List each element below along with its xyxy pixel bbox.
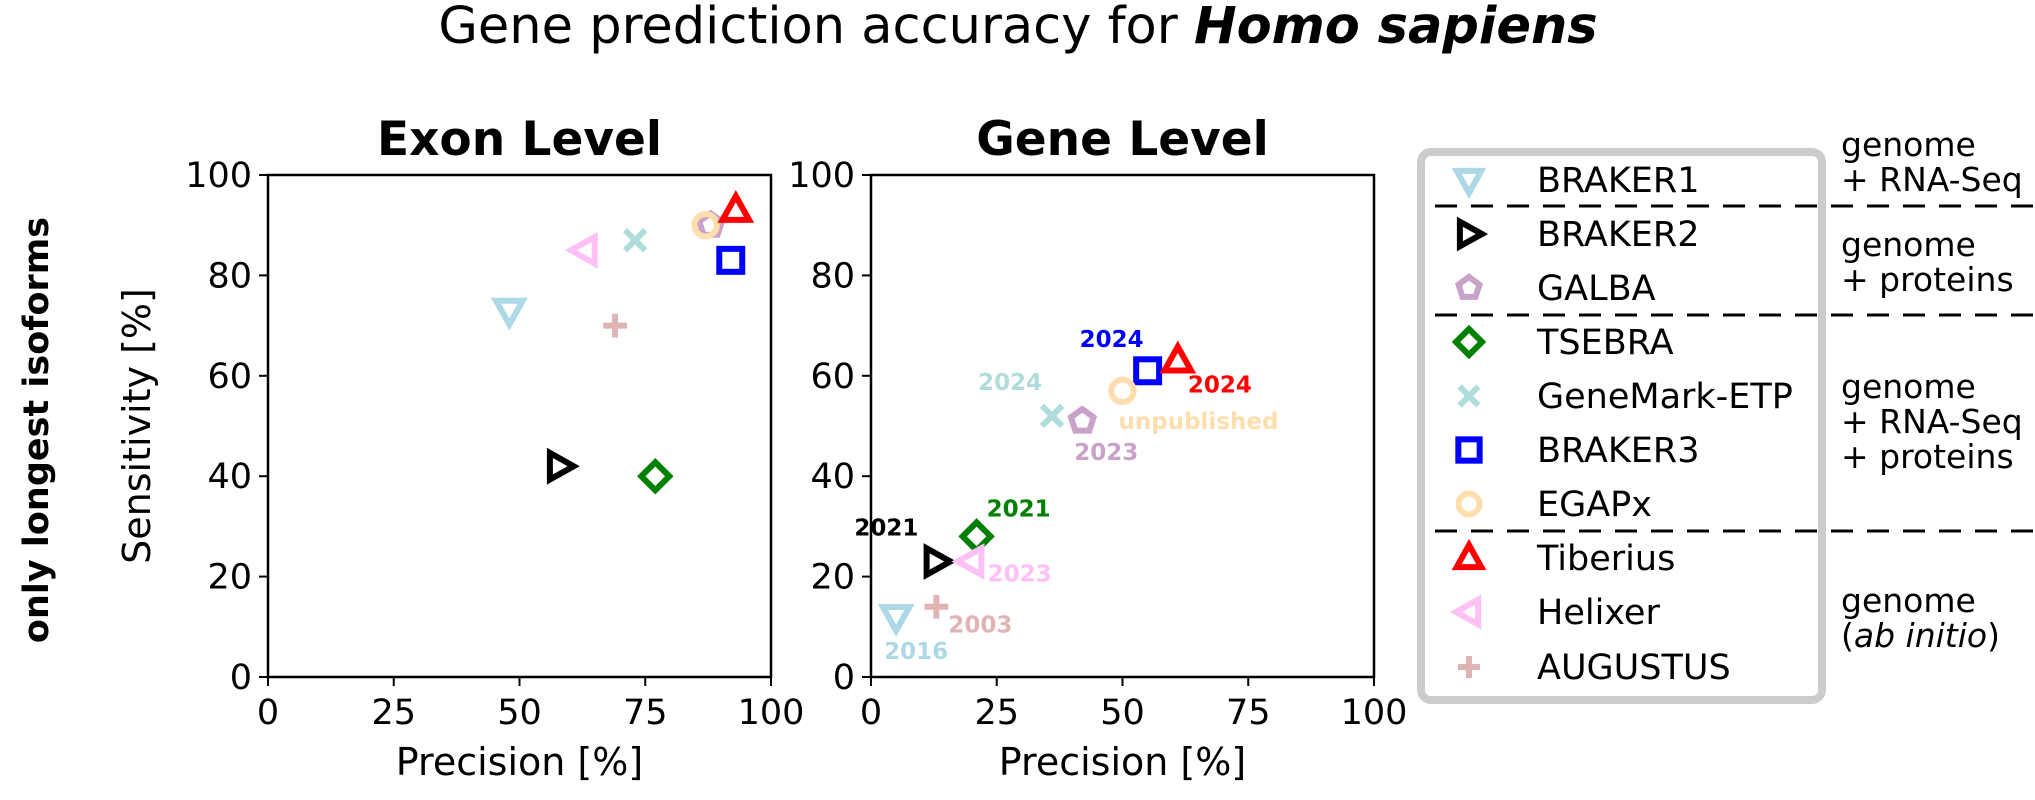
gene-point-label-braker1: 2016 (884, 639, 948, 665)
exon-x-tick-label: 25 (371, 693, 416, 733)
exon-point-helixer (564, 231, 598, 269)
exon-point-augustus (603, 313, 627, 338)
legend-group-3-line: + RNA-Seq (1841, 402, 2023, 441)
gene-y-tick-label: 100 (788, 156, 855, 196)
gene-point-label-galba: 2023 (1074, 440, 1138, 466)
legend-marker-helixer (1449, 594, 1482, 630)
exon-point-egapx (691, 211, 720, 240)
legend-label-braker3: BRAKER3 (1537, 431, 1700, 471)
legend-label-braker1: BRAKER1 (1537, 161, 1700, 201)
legend-label-egapx: EGAPx (1537, 485, 1652, 525)
gene-y-tick-label: 80 (810, 256, 855, 296)
gene-point-augustus (924, 594, 949, 619)
gene-x-tick-label: 75 (1226, 693, 1271, 733)
exon-point-genemark-etp (622, 228, 648, 253)
gene-point-braker1 (877, 604, 915, 637)
legend: BRAKER1 BRAKER2 GALBA TSEBRA GeneMark-ETP BRA… (1417, 125, 2035, 704)
row-label: only longest isoforms (17, 217, 57, 643)
gene-point-egapx (1108, 376, 1137, 406)
legend-group-2-line: + proteins (1841, 260, 2014, 299)
legend-group-4-line: genome (1841, 581, 1976, 620)
legend-group-1-line: genome (1841, 125, 1976, 164)
gene-y-tick-label: 40 (810, 457, 855, 497)
gene-point-braker3 (1133, 356, 1163, 386)
legend-label-augustus: AUGUSTUS (1537, 648, 1731, 688)
figure-title: Gene prediction accuracy for Homo sapien… (438, 0, 1597, 56)
gene-point-label-braker2: 2021 (854, 516, 918, 542)
gene-point-label-tiberius: 2024 (1188, 373, 1252, 399)
legend-group-3-line: genome (1841, 367, 1976, 406)
gene-point-label-braker3: 2024 (1080, 327, 1144, 353)
exon-panel: Exon Level 0 25 50 75 100 0 20 40 60 80 100 Precisio… (115, 112, 804, 784)
exon-panel-title: Exon Level (377, 112, 662, 167)
gene-point-helixer (951, 543, 985, 580)
exon-y-axis-label: Sensitivity [%] (115, 288, 159, 564)
exon-point-braker1 (490, 297, 528, 331)
exon-y-tick-label: 0 (230, 658, 252, 698)
gene-x-axis-label: Precision [%] (999, 740, 1246, 784)
legend-group-4-line: (ab initio) (1841, 616, 2000, 655)
gene-y-tick-label: 20 (810, 558, 855, 598)
legend-marker-braker3 (1455, 436, 1483, 464)
exon-x-tick-label: 75 (623, 693, 668, 733)
gene-point-galba (1067, 405, 1098, 434)
legend-label-helixer: Helixer (1537, 593, 1660, 633)
legend-marker-augustus (1457, 655, 1481, 679)
legend-label-tiberius: Tiberius (1536, 539, 1675, 579)
gene-point-genemark-etp (1039, 403, 1065, 429)
exon-point-tiberius (717, 189, 755, 223)
gene-point-braker2 (923, 543, 957, 580)
gene-point-tiberius (1159, 340, 1197, 374)
figure-title-prefix: Gene prediction accuracy for (438, 0, 1194, 56)
gene-point-tsebra (958, 518, 995, 555)
panels: Exon Level 0 25 50 75 100 0 20 40 60 80 100 Precisio… (115, 112, 1407, 784)
exon-point-braker2 (546, 447, 580, 485)
legend-group-2-line: genome (1841, 225, 1976, 264)
legend-box (1417, 148, 1826, 704)
exon-y-tick-label: 60 (207, 357, 252, 397)
exon-y-tick-label: 40 (207, 457, 252, 497)
legend-group-1-line: + RNA-Seq (1841, 160, 2023, 199)
legend-marker-genemark-etp (1457, 384, 1481, 408)
legend-marker-tsebra (1451, 324, 1487, 360)
exon-x-tick-label: 50 (497, 693, 542, 733)
exon-plot-frame (266, 173, 773, 679)
gene-point-label-augustus: 2003 (948, 613, 1012, 639)
figure-title-species: Homo sapiens (1194, 0, 1598, 56)
gene-point-label-egapx: unpublished (1119, 409, 1279, 435)
exon-x-tick-label: 0 (257, 693, 279, 733)
gene-point-label-tsebra: 2021 (987, 496, 1051, 522)
legend-label-galba: GALBA (1537, 269, 1656, 309)
legend-marker-galba (1454, 273, 1484, 300)
gene-x-tick-label: 100 (1341, 693, 1408, 733)
legend-label-genemark-etp: GeneMark-ETP (1537, 377, 1793, 417)
gene-x-tick-label: 50 (1100, 693, 1145, 733)
exon-point-tsebra (637, 457, 674, 495)
gene-x-tick-label: 0 (860, 693, 882, 733)
gene-y-tick-label: 60 (810, 357, 855, 397)
legend-marker-braker1 (1451, 167, 1487, 200)
exon-x-tick-label: 100 (738, 693, 805, 733)
legend-group-3-line: + proteins (1841, 437, 2014, 476)
legend-label-braker2: BRAKER2 (1537, 215, 1700, 255)
gene-panel-title: Gene Level (976, 112, 1269, 167)
exon-y-tick-label: 100 (185, 156, 252, 196)
gene-x-tick-label: 25 (974, 693, 1019, 733)
legend-marker-egapx (1455, 490, 1483, 518)
exon-x-axis-label: Precision [%] (396, 740, 643, 784)
gene-point-label-genemark-etp: 2024 (978, 370, 1042, 396)
gene-panel: Gene Level 0 25 50 75 100 0 20 40 60 80 100 Precisio… (788, 112, 1407, 784)
exon-y-tick-label: 80 (207, 256, 252, 296)
exon-point-braker3 (716, 245, 746, 275)
gene-y-tick-label: 0 (833, 658, 855, 698)
legend-label-tsebra: TSEBRA (1536, 323, 1674, 363)
gene-point-label-helixer: 2023 (988, 562, 1052, 588)
legend-marker-braker2 (1456, 216, 1489, 252)
exon-y-tick-label: 20 (207, 558, 252, 598)
legend-marker-tiberius (1451, 538, 1487, 571)
